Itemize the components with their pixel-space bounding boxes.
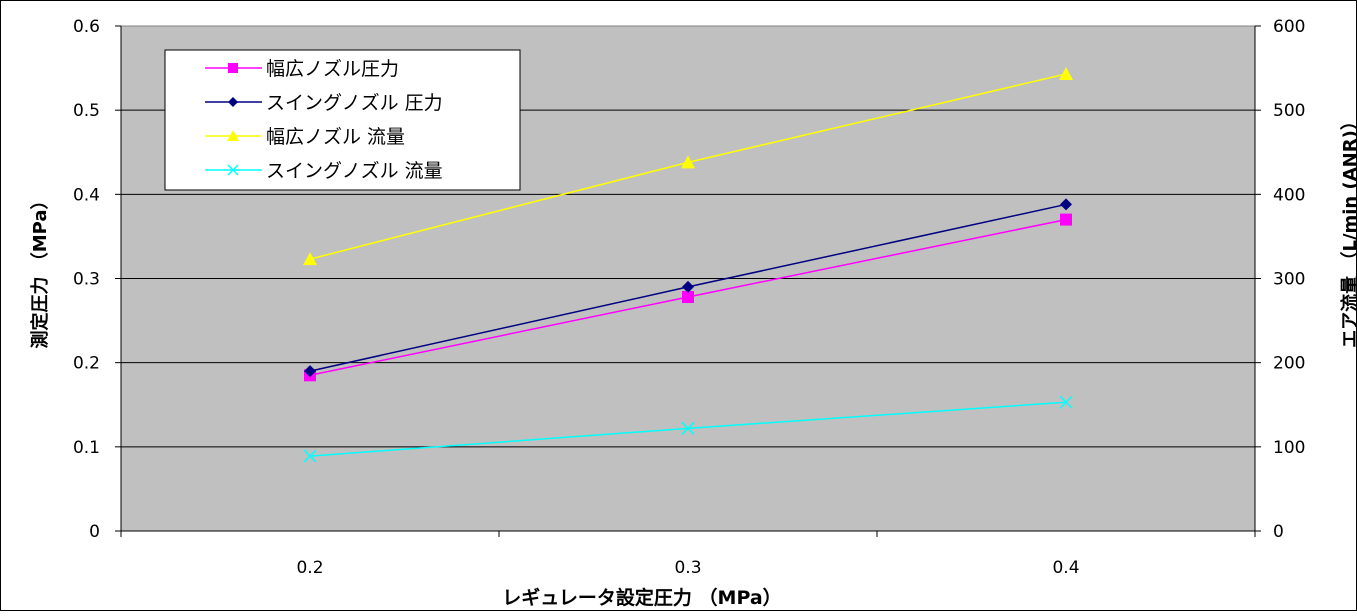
data-point-diamond	[1060, 198, 1072, 211]
data-point-square	[682, 291, 694, 304]
legend-label: 幅広ノズル 流量	[266, 126, 405, 148]
data-point-x-stroke	[303, 449, 317, 463]
legend-label: スイングノズル 流量	[266, 160, 443, 182]
legend-item: スイングノズル 圧力	[205, 92, 443, 114]
y-tick-label: 0.1	[73, 438, 100, 458]
series-layer	[303, 66, 1073, 463]
data-point-x	[1059, 395, 1073, 409]
legend-label: 幅広ノズル圧力	[266, 58, 399, 80]
data-point-triangle	[227, 130, 239, 141]
data-point-diamond	[228, 97, 238, 107]
y-axis-title-right: エア流量 （L/min (ANR)）	[1339, 112, 1357, 348]
data-point-square	[1060, 213, 1072, 226]
y2-tick-label: 400	[1273, 185, 1305, 205]
y2-tick-label: 600	[1273, 17, 1305, 37]
x-tick-label: 0.4	[1052, 558, 1079, 578]
series-3	[303, 66, 1073, 266]
data-point-x-stroke	[681, 421, 695, 435]
x-tick-label: 0.2	[296, 558, 323, 578]
legend-item: 幅広ノズル 流量	[205, 126, 405, 148]
y2-tick-label: 300	[1273, 270, 1305, 290]
data-point-square	[228, 63, 238, 73]
y-tick-label: 0.3	[73, 270, 100, 290]
y-axis-title-left: 測定圧力 （MPa）	[29, 191, 51, 348]
data-point-triangle	[1059, 66, 1073, 80]
y-tick-label: 0.5	[73, 101, 100, 121]
x-axis-title: レギュレータ設定圧力 （MPa）	[502, 586, 781, 609]
legend-box	[164, 49, 521, 191]
data-point-x-stroke	[227, 164, 239, 176]
y-tick-label: 0	[89, 522, 100, 542]
data-point-x	[303, 449, 317, 463]
y2-tick-label: 500	[1273, 101, 1305, 121]
legend-item: スイングノズル 流量	[205, 160, 443, 182]
data-point-x	[227, 164, 239, 176]
y-tick-label: 0.2	[73, 354, 100, 374]
legend-label: スイングノズル 圧力	[266, 92, 443, 114]
y2-tick-label: 200	[1273, 354, 1305, 374]
y2-tick-label: 100	[1273, 438, 1305, 458]
data-point-diamond	[682, 280, 694, 293]
y-tick-label: 0.4	[73, 185, 100, 205]
data-point-diamond	[304, 365, 316, 378]
series-2	[304, 198, 1072, 378]
y2-tick-label: 0	[1273, 522, 1284, 542]
legend-item: 幅広ノズル圧力	[205, 58, 399, 80]
data-point-x-stroke	[1059, 395, 1073, 409]
y-tick-label: 0.6	[73, 17, 100, 37]
axes: 0 0.1 0.2 0.3 0.4 0.5 0.6 0 100 200 300 400 500 600 0.…	[73, 17, 1306, 578]
data-point-triangle	[303, 252, 317, 266]
data-point-triangle	[681, 155, 695, 169]
x-tick-label: 0.3	[674, 558, 701, 578]
series-4	[303, 395, 1073, 463]
data-point-x	[681, 421, 695, 435]
